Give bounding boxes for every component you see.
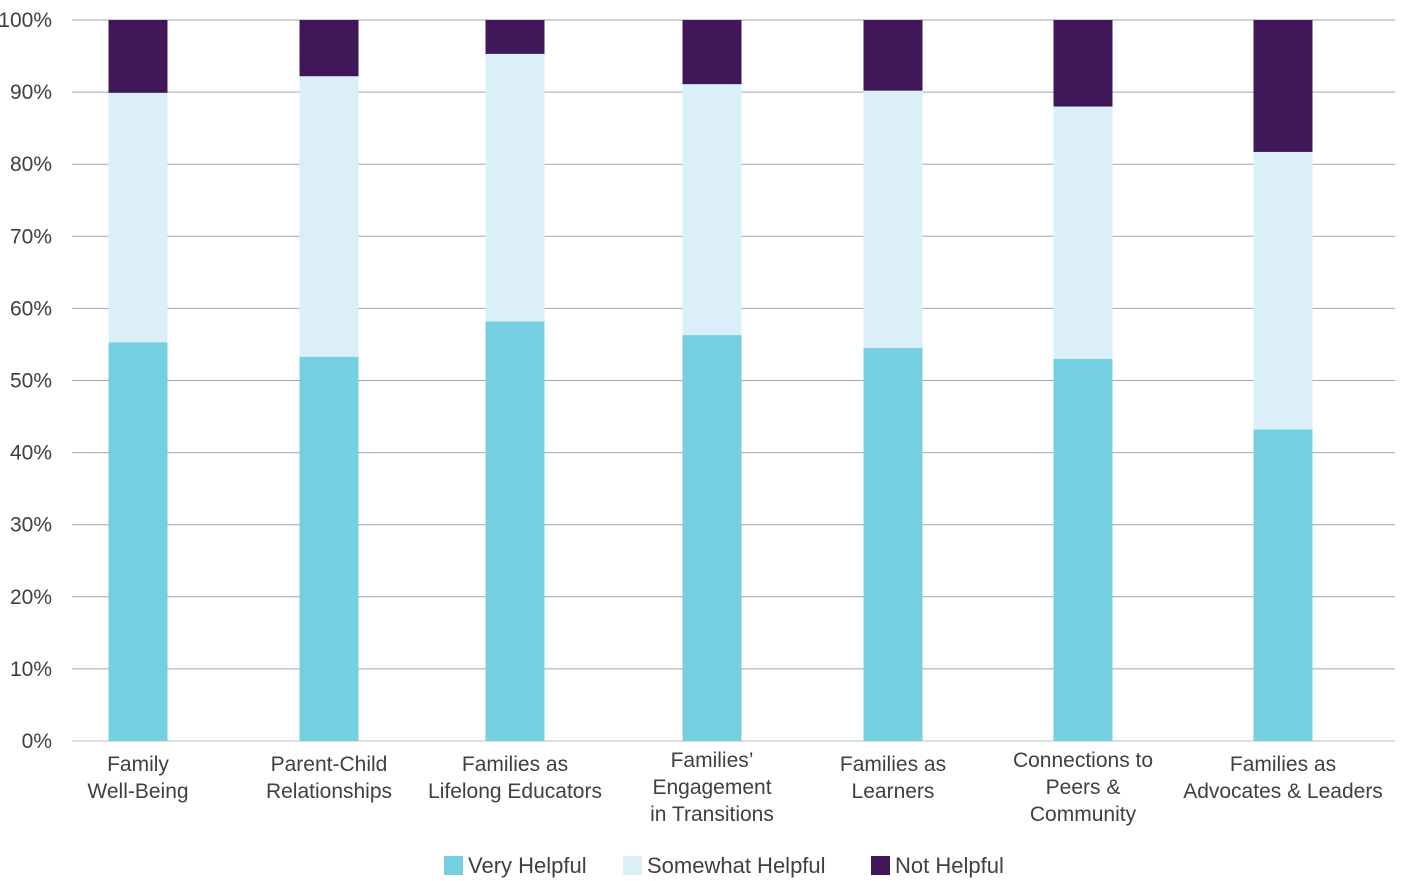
y-axis-tick-labels: 0% 10% 20% 30% 40% 50% 60% 70% 80% 90% 100% bbox=[0, 9, 52, 753]
bar-segment-somewhat-helpful bbox=[863, 90, 923, 349]
bar-segment-somewhat-helpful bbox=[1053, 106, 1113, 359]
bars bbox=[108, 20, 1313, 741]
bar-segment-very-helpful bbox=[299, 356, 359, 741]
legend-label: Very Helpful bbox=[468, 853, 587, 878]
x-axis-category-labels: Family Well-Being Parent-Child Relationship… bbox=[87, 749, 1382, 826]
x-category-label: Community bbox=[1030, 803, 1137, 826]
bar-segment-not-helpful bbox=[299, 20, 359, 77]
bar-segment-somewhat-helpful bbox=[108, 92, 168, 343]
x-category-label: Relationships bbox=[266, 780, 392, 803]
y-tick-label: 10% bbox=[10, 658, 52, 681]
bar-segment-very-helpful bbox=[1253, 429, 1313, 741]
y-tick-label: 50% bbox=[10, 370, 52, 393]
bar-segment-not-helpful bbox=[682, 20, 742, 85]
legend-swatch bbox=[871, 856, 890, 875]
bar-segment-not-helpful bbox=[1053, 20, 1113, 107]
bar-segment-somewhat-helpful bbox=[299, 76, 359, 357]
y-tick-label: 90% bbox=[10, 81, 52, 104]
bar-segment-very-helpful bbox=[108, 342, 168, 741]
x-category-label: Engagement bbox=[652, 776, 771, 799]
bar-segment-very-helpful bbox=[485, 321, 545, 741]
x-category-label: Peers & bbox=[1046, 776, 1121, 799]
bar-segment-very-helpful bbox=[682, 335, 742, 741]
y-tick-label: 80% bbox=[10, 153, 52, 176]
x-category-label: Connections to bbox=[1013, 749, 1153, 772]
y-tick-label: 70% bbox=[10, 225, 52, 248]
bar-segment-not-helpful bbox=[1253, 20, 1313, 152]
bar-segment-not-helpful bbox=[108, 20, 168, 93]
x-category-label: Advocates & Leaders bbox=[1183, 780, 1383, 803]
y-tick-label: 60% bbox=[10, 297, 52, 320]
x-category-label: Family bbox=[107, 753, 169, 776]
bar-segment-very-helpful bbox=[1053, 358, 1113, 741]
x-category-label: Well-Being bbox=[87, 780, 188, 803]
x-category-label: Families as bbox=[840, 753, 946, 776]
x-category-label: Learners bbox=[852, 780, 935, 803]
x-category-label: in Transitions bbox=[650, 803, 774, 826]
legend-label: Not Helpful bbox=[895, 853, 1004, 878]
bar-segment-somewhat-helpful bbox=[485, 53, 545, 322]
legend-label: Somewhat Helpful bbox=[647, 853, 826, 878]
bar-segment-somewhat-helpful bbox=[1253, 151, 1313, 430]
bar-segment-somewhat-helpful bbox=[682, 84, 742, 336]
x-category-label: Families’ bbox=[671, 749, 754, 772]
y-tick-label: 30% bbox=[10, 514, 52, 537]
legend-swatch bbox=[444, 856, 463, 875]
x-category-label: Families as bbox=[462, 753, 568, 776]
x-category-label: Lifelong Educators bbox=[428, 780, 602, 803]
legend-swatch bbox=[623, 856, 642, 875]
bar-segment-not-helpful bbox=[863, 20, 923, 91]
y-tick-label: 40% bbox=[10, 442, 52, 465]
y-tick-label: 0% bbox=[22, 730, 52, 753]
x-category-label: Parent-Child bbox=[271, 753, 388, 776]
bar-segment-very-helpful bbox=[863, 348, 923, 741]
y-tick-label: 20% bbox=[10, 586, 52, 609]
bar-segment-not-helpful bbox=[485, 20, 545, 54]
x-category-label: Families as bbox=[1230, 753, 1336, 776]
y-tick-label: 100% bbox=[0, 9, 52, 32]
legend: Very Helpful Somewhat Helpful Not Helpful bbox=[444, 853, 1004, 878]
